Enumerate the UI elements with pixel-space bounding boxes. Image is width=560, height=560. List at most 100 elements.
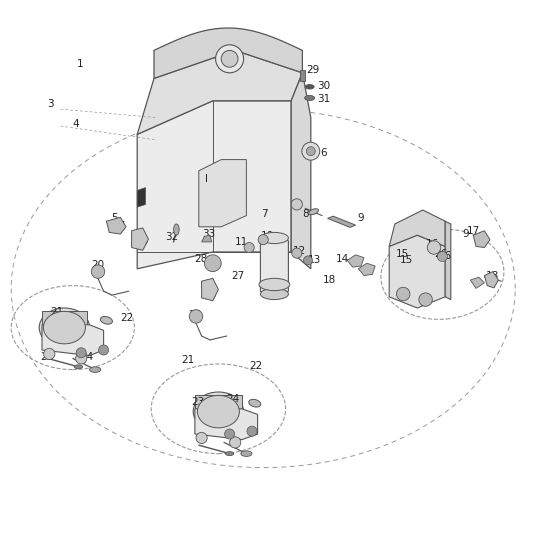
- Circle shape: [396, 287, 410, 301]
- Ellipse shape: [174, 224, 179, 235]
- Circle shape: [302, 142, 320, 160]
- Text: 16: 16: [426, 239, 440, 249]
- Text: 33: 33: [202, 229, 215, 239]
- Circle shape: [221, 50, 238, 67]
- Text: 31: 31: [317, 94, 330, 104]
- Ellipse shape: [198, 395, 240, 428]
- Text: 28: 28: [194, 254, 207, 264]
- Text: 1: 1: [77, 59, 83, 69]
- Polygon shape: [195, 409, 258, 440]
- Polygon shape: [291, 73, 311, 269]
- Circle shape: [306, 147, 315, 156]
- Polygon shape: [389, 210, 445, 246]
- Text: 29: 29: [306, 65, 319, 75]
- Text: 15: 15: [399, 255, 413, 265]
- Polygon shape: [199, 160, 246, 227]
- Ellipse shape: [260, 288, 288, 300]
- Polygon shape: [358, 263, 375, 276]
- Circle shape: [204, 255, 221, 272]
- Ellipse shape: [193, 392, 244, 431]
- Circle shape: [292, 248, 302, 258]
- Ellipse shape: [74, 365, 83, 369]
- Text: 20: 20: [91, 260, 104, 270]
- Text: 30: 30: [317, 81, 330, 91]
- Text: 3: 3: [47, 99, 54, 109]
- Circle shape: [76, 348, 86, 358]
- Polygon shape: [195, 395, 242, 412]
- Ellipse shape: [259, 278, 290, 291]
- Text: I: I: [204, 174, 208, 184]
- Polygon shape: [473, 231, 490, 248]
- Text: 15: 15: [395, 249, 409, 259]
- Ellipse shape: [309, 209, 319, 214]
- Circle shape: [216, 45, 244, 73]
- Circle shape: [91, 265, 105, 278]
- Circle shape: [304, 256, 312, 265]
- Text: 13: 13: [308, 255, 321, 265]
- Text: 5: 5: [111, 213, 118, 223]
- Text: 9: 9: [357, 213, 364, 223]
- Circle shape: [419, 293, 432, 306]
- Ellipse shape: [249, 399, 261, 407]
- Text: 23: 23: [191, 397, 204, 407]
- Polygon shape: [137, 188, 146, 207]
- Text: 7: 7: [261, 209, 268, 220]
- Circle shape: [44, 348, 55, 360]
- Polygon shape: [42, 311, 87, 328]
- Polygon shape: [389, 235, 445, 308]
- Text: 24: 24: [226, 394, 239, 404]
- Polygon shape: [132, 228, 148, 250]
- Text: 18: 18: [323, 275, 336, 285]
- Text: 22: 22: [249, 361, 263, 371]
- Polygon shape: [202, 235, 212, 242]
- Text: 26: 26: [438, 251, 452, 261]
- Polygon shape: [300, 70, 305, 81]
- Ellipse shape: [39, 308, 90, 347]
- Text: 14: 14: [336, 254, 349, 264]
- Text: 27: 27: [231, 270, 244, 281]
- Ellipse shape: [305, 96, 315, 101]
- Polygon shape: [260, 235, 288, 297]
- Text: 19: 19: [203, 291, 217, 301]
- Ellipse shape: [225, 451, 234, 456]
- Text: 10: 10: [261, 231, 274, 241]
- Polygon shape: [137, 50, 302, 134]
- Ellipse shape: [100, 316, 113, 324]
- Circle shape: [225, 429, 235, 439]
- Polygon shape: [202, 278, 218, 301]
- Text: 26: 26: [435, 249, 448, 259]
- Text: 11: 11: [235, 237, 249, 248]
- Text: 22: 22: [120, 313, 134, 323]
- Polygon shape: [445, 221, 451, 300]
- Circle shape: [99, 345, 109, 355]
- Circle shape: [258, 235, 268, 245]
- Polygon shape: [470, 277, 484, 288]
- Text: 24: 24: [80, 352, 94, 362]
- Circle shape: [189, 310, 203, 323]
- Circle shape: [437, 251, 447, 262]
- Ellipse shape: [260, 232, 288, 244]
- Text: 9: 9: [462, 229, 469, 239]
- Text: 23: 23: [40, 352, 53, 362]
- Circle shape: [427, 241, 441, 254]
- Text: 17: 17: [466, 226, 480, 236]
- Circle shape: [244, 242, 254, 253]
- Ellipse shape: [241, 451, 252, 456]
- Text: 4: 4: [72, 119, 79, 129]
- Circle shape: [247, 426, 257, 436]
- Polygon shape: [42, 325, 104, 356]
- Text: 19: 19: [136, 237, 149, 248]
- Polygon shape: [328, 216, 356, 227]
- Text: 21: 21: [181, 354, 194, 365]
- Text: 8: 8: [302, 209, 309, 220]
- Ellipse shape: [44, 311, 86, 344]
- Text: 20: 20: [188, 310, 202, 320]
- Text: 6: 6: [320, 148, 326, 158]
- Circle shape: [196, 432, 207, 444]
- Text: 18: 18: [486, 271, 500, 281]
- Text: 21: 21: [50, 307, 64, 318]
- Polygon shape: [137, 101, 291, 269]
- Circle shape: [76, 353, 87, 364]
- Text: 12: 12: [293, 246, 306, 256]
- Polygon shape: [347, 255, 364, 267]
